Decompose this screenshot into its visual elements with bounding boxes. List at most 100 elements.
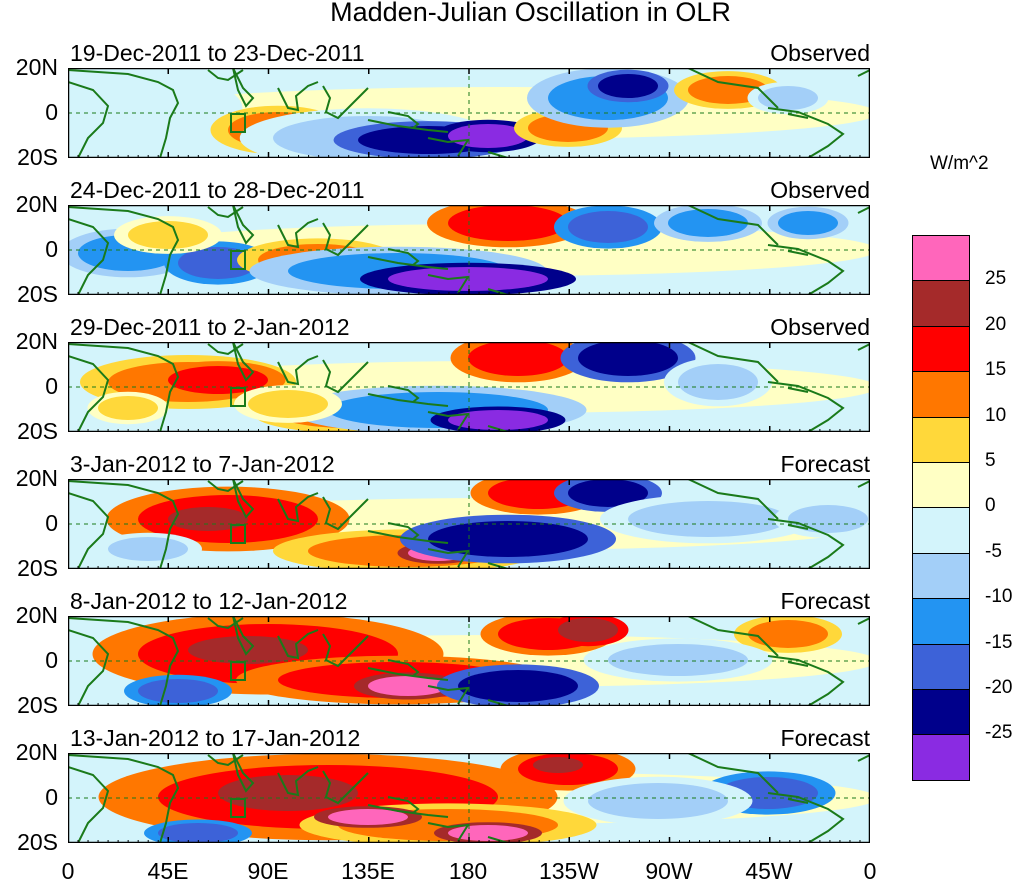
coastline bbox=[787, 524, 809, 530]
map-panel bbox=[68, 479, 870, 569]
coastline bbox=[767, 655, 845, 706]
coastline bbox=[277, 81, 319, 112]
coastline bbox=[322, 496, 369, 531]
coastline bbox=[232, 68, 255, 108]
anomaly-region bbox=[178, 247, 258, 279]
coastline bbox=[787, 387, 809, 393]
coastline bbox=[387, 248, 420, 266]
coastline bbox=[232, 753, 255, 793]
panel-kind: Observed bbox=[770, 177, 870, 203]
olr-map bbox=[68, 753, 870, 843]
coastline bbox=[427, 548, 470, 568]
x-tick-label: 45E bbox=[147, 858, 189, 884]
coastline bbox=[68, 480, 180, 569]
panel-date-range: 3-Jan-2012 to 7-Jan-2012 bbox=[70, 451, 335, 477]
coastline bbox=[687, 342, 779, 383]
panel-date-range: 13-Jan-2012 to 17-Jan-2012 bbox=[70, 725, 361, 751]
panel-kind: Forecast bbox=[780, 725, 870, 751]
lat-label: 0 bbox=[45, 647, 58, 673]
anomaly-region bbox=[628, 501, 788, 537]
coastline bbox=[427, 137, 470, 157]
olr-map bbox=[68, 342, 870, 432]
colorbar-swatch bbox=[912, 552, 970, 600]
panel-kind: Observed bbox=[770, 40, 870, 66]
index-box bbox=[230, 798, 246, 818]
anomaly-region bbox=[388, 267, 548, 291]
lat-label: 20S bbox=[17, 144, 58, 170]
lat-label: 20S bbox=[17, 555, 58, 581]
coastline bbox=[687, 616, 779, 657]
anomaly-region bbox=[558, 618, 618, 642]
anomaly-region bbox=[448, 410, 548, 430]
anomaly-region bbox=[608, 644, 748, 676]
colorbar-label: -15 bbox=[985, 631, 1013, 653]
anomaly-region bbox=[778, 211, 838, 235]
anomaly-region bbox=[788, 505, 868, 533]
lat-label: 0 bbox=[45, 99, 58, 125]
anomaly-region bbox=[448, 124, 528, 148]
olr-map bbox=[68, 616, 870, 706]
anomaly-region bbox=[428, 521, 588, 557]
panel-date-range: 8-Jan-2012 to 12-Jan-2012 bbox=[70, 588, 348, 614]
colorbar-swatch bbox=[912, 325, 970, 373]
coastline bbox=[232, 342, 255, 382]
colorbar-swatch bbox=[912, 371, 970, 418]
colorbar-label: 25 bbox=[985, 268, 1007, 290]
x-tick-label: 90W bbox=[645, 858, 693, 884]
coastline bbox=[277, 629, 319, 660]
anomaly-region bbox=[188, 636, 308, 664]
anomaly-region bbox=[448, 825, 528, 841]
colorbar-label: -25 bbox=[985, 722, 1013, 744]
colorbar-label: -10 bbox=[985, 586, 1013, 608]
olr-map bbox=[68, 68, 870, 158]
map-panel bbox=[68, 205, 870, 295]
map-panel bbox=[68, 68, 870, 158]
x-tick-label: 135W bbox=[538, 858, 600, 884]
coastline bbox=[787, 250, 809, 256]
lat-label: 20S bbox=[17, 418, 58, 444]
colorbar-swatch bbox=[912, 643, 970, 690]
olr-map bbox=[68, 205, 870, 295]
coastline bbox=[427, 685, 470, 705]
coastline bbox=[427, 411, 470, 431]
x-tick-label: 0 bbox=[61, 858, 75, 884]
colorbar-label: -20 bbox=[985, 677, 1013, 698]
colorbar-swatch bbox=[912, 416, 970, 463]
colorbar-swatch bbox=[912, 734, 970, 781]
coastline bbox=[387, 522, 420, 540]
map-panel bbox=[68, 616, 870, 706]
anomaly-region bbox=[748, 620, 828, 648]
coastline bbox=[277, 355, 319, 386]
coastline bbox=[68, 69, 180, 158]
panel-kind: Observed bbox=[770, 314, 870, 340]
coastline bbox=[387, 659, 420, 677]
anomaly-region bbox=[588, 783, 728, 819]
x-tick-label: 135E bbox=[341, 858, 395, 884]
anomaly-region bbox=[668, 209, 748, 237]
coastline bbox=[322, 85, 369, 120]
anomaly-region bbox=[448, 205, 568, 241]
anomaly-region bbox=[248, 390, 328, 418]
anomaly-region bbox=[328, 809, 408, 825]
x-tick-label: 45W bbox=[745, 858, 793, 884]
index-box bbox=[230, 661, 246, 681]
olr-map bbox=[68, 479, 870, 569]
coastline bbox=[857, 617, 870, 625]
anomaly-region bbox=[368, 676, 448, 696]
lat-label: 20N bbox=[15, 602, 58, 628]
panel-kind: Forecast bbox=[780, 588, 870, 614]
index-box bbox=[230, 113, 246, 133]
colorbar-label: 20 bbox=[985, 313, 1007, 335]
lat-label: 0 bbox=[45, 373, 58, 399]
x-tick-label: 0 bbox=[863, 858, 877, 884]
coastline bbox=[68, 766, 110, 843]
coastline bbox=[68, 629, 110, 706]
colorbar-swatch bbox=[912, 235, 970, 282]
anomaly-region bbox=[458, 670, 578, 702]
coastline bbox=[767, 518, 845, 569]
coastline bbox=[277, 218, 319, 249]
lat-label: 20S bbox=[17, 829, 58, 855]
coastline bbox=[68, 355, 110, 432]
coastline bbox=[387, 385, 420, 403]
lat-label: 20N bbox=[15, 191, 58, 217]
